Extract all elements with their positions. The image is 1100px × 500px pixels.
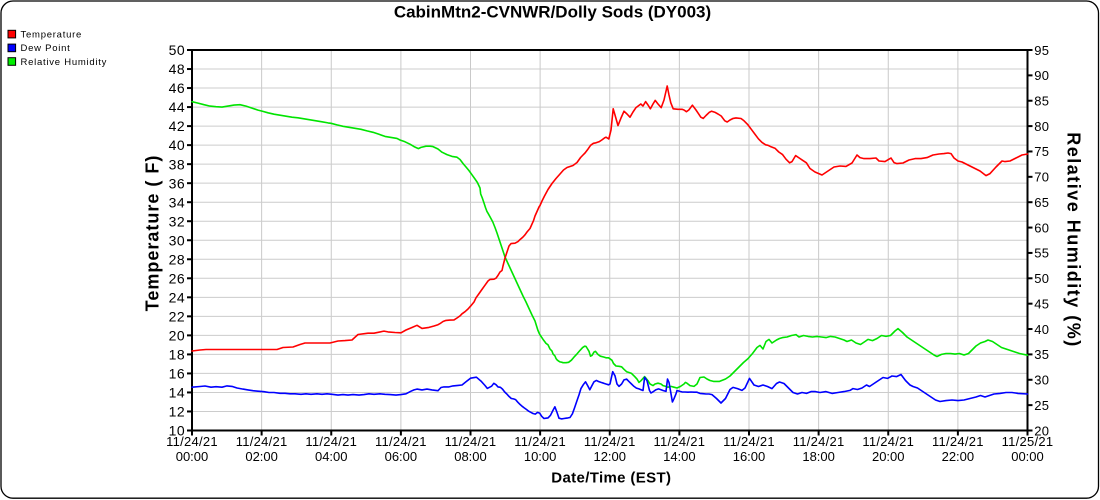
svg-text:Dew Point: Dew Point <box>21 43 71 54</box>
svg-text:06:00: 06:00 <box>385 449 418 464</box>
svg-text:00:00: 00:00 <box>176 449 209 464</box>
svg-text:11/24/21: 11/24/21 <box>514 434 566 449</box>
svg-text:75: 75 <box>1034 144 1049 159</box>
svg-text:14: 14 <box>169 385 186 401</box>
svg-text:18: 18 <box>169 347 186 363</box>
svg-text:Date/Time (EST): Date/Time (EST) <box>551 470 671 487</box>
svg-text:50: 50 <box>169 42 186 58</box>
svg-text:11/24/21: 11/24/21 <box>305 434 357 449</box>
svg-text:11/24/21: 11/24/21 <box>445 434 497 449</box>
svg-text:11/24/21: 11/24/21 <box>375 434 427 449</box>
svg-text:11/24/21: 11/24/21 <box>862 434 914 449</box>
svg-text:11/24/21: 11/24/21 <box>793 434 845 449</box>
svg-text:16:00: 16:00 <box>733 449 766 464</box>
svg-text:38: 38 <box>169 156 186 172</box>
svg-text:08:00: 08:00 <box>454 449 487 464</box>
svg-text:20: 20 <box>1034 423 1049 438</box>
svg-text:16: 16 <box>169 366 186 382</box>
svg-text:35: 35 <box>1034 347 1049 362</box>
svg-text:Relative Humidity: Relative Humidity <box>21 57 108 68</box>
svg-text:Temperature: Temperature <box>21 30 83 41</box>
svg-text:48: 48 <box>169 61 186 77</box>
svg-text:14:00: 14:00 <box>663 449 696 464</box>
svg-text:95: 95 <box>1034 43 1049 58</box>
svg-text:20:00: 20:00 <box>872 449 905 464</box>
svg-text:65: 65 <box>1034 195 1049 210</box>
svg-text:25: 25 <box>1034 398 1049 413</box>
svg-text:40: 40 <box>1034 322 1049 337</box>
svg-text:32: 32 <box>169 213 186 229</box>
svg-text:22: 22 <box>169 308 186 324</box>
svg-text:30: 30 <box>169 232 186 248</box>
svg-text:10:00: 10:00 <box>524 449 557 464</box>
svg-text:11/24/21: 11/24/21 <box>584 434 636 449</box>
svg-text:45: 45 <box>1034 296 1049 311</box>
svg-text:42: 42 <box>169 118 186 134</box>
svg-text:11/25/21: 11/25/21 <box>1002 434 1054 449</box>
svg-text:00:00: 00:00 <box>1011 449 1044 464</box>
svg-text:12: 12 <box>169 404 186 420</box>
svg-text:20: 20 <box>169 327 186 343</box>
svg-text:44: 44 <box>169 99 186 115</box>
svg-text:12:00: 12:00 <box>593 449 626 464</box>
svg-text:40: 40 <box>169 137 186 153</box>
svg-text:10: 10 <box>169 423 186 439</box>
svg-text:11/24/21: 11/24/21 <box>654 434 706 449</box>
svg-text:26: 26 <box>169 270 186 286</box>
svg-text:22:00: 22:00 <box>942 449 975 464</box>
svg-text:85: 85 <box>1034 93 1049 108</box>
svg-text:80: 80 <box>1034 119 1049 134</box>
svg-text:11/24/21: 11/24/21 <box>932 434 984 449</box>
svg-text:11/24/21: 11/24/21 <box>166 434 218 449</box>
svg-text:50: 50 <box>1034 271 1049 286</box>
svg-text:Relative Humidity (%): Relative Humidity (%) <box>1064 132 1084 348</box>
svg-text:30: 30 <box>1034 373 1049 388</box>
svg-text:24: 24 <box>169 289 186 305</box>
svg-text:Temperature ( F): Temperature ( F) <box>143 155 163 312</box>
svg-text:60: 60 <box>1034 220 1049 235</box>
svg-text:18:00: 18:00 <box>802 449 835 464</box>
svg-text:04:00: 04:00 <box>315 449 348 464</box>
svg-text:70: 70 <box>1034 170 1049 185</box>
svg-text:46: 46 <box>169 80 186 96</box>
svg-text:11/24/21: 11/24/21 <box>723 434 775 449</box>
svg-text:55: 55 <box>1034 246 1049 261</box>
svg-text:90: 90 <box>1034 68 1049 83</box>
svg-text:11/24/21: 11/24/21 <box>236 434 288 449</box>
svg-text:CabinMtn2-CVNWR/Dolly Sods (DY: CabinMtn2-CVNWR/Dolly Sods (DY003) <box>394 3 711 22</box>
svg-text:02:00: 02:00 <box>245 449 278 464</box>
svg-text:34: 34 <box>169 194 186 210</box>
svg-text:36: 36 <box>169 175 186 191</box>
svg-text:28: 28 <box>169 251 186 267</box>
